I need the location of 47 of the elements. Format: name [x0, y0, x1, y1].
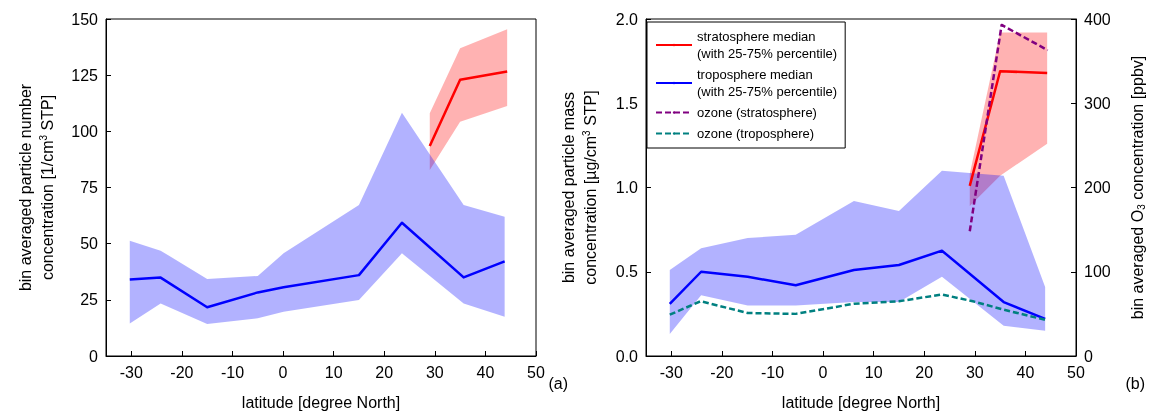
text: (a) [548, 374, 569, 392]
y-tick-label: 2.0 [615, 10, 639, 28]
y-tick-label: 75 [80, 179, 99, 196]
y2-tick-label: 300 [1084, 94, 1111, 112]
y2-tick-label: 100 [1084, 263, 1111, 281]
y-tick-label: 1.5 [615, 94, 639, 112]
text: (b) [1125, 374, 1146, 392]
legend-label: ozone (troposphere) [697, 126, 815, 141]
y-tick-label: 25 [80, 291, 99, 309]
x-tick-label: 20 [915, 363, 934, 381]
x-tick-label: 30 [425, 363, 444, 381]
legend-label: ozone (stratosphere) [697, 105, 817, 120]
x-tick-label: -30 [119, 363, 143, 381]
x-tick-label: 50 [1067, 363, 1085, 381]
x-tick-label: -10 [220, 363, 245, 381]
y-tick-label: 50 [80, 235, 99, 253]
x-tick-label: 40 [1016, 363, 1035, 381]
y-tick-label: 150 [71, 10, 99, 28]
y-tick-label: 0.0 [615, 347, 639, 365]
x-tick-label: 0 [818, 363, 828, 381]
y2-tick-label: 200 [1084, 179, 1111, 196]
line-series [668, 249, 1047, 321]
y-tick-label: 1.0 [615, 179, 639, 196]
x-tick-label: -30 [659, 363, 683, 381]
y-tick-label: 0 [89, 347, 99, 365]
x-tick-label: -20 [710, 363, 734, 381]
x-tick-label: 40 [476, 363, 495, 381]
y-tick-label: 0.5 [615, 263, 639, 281]
line-series [668, 293, 1047, 322]
y-tick-label: 100 [71, 122, 99, 140]
legend-label: stratosphere median (with 25-75% percentile) [697, 29, 838, 61]
x-tick-label: 10 [864, 363, 883, 381]
x-tick-label: 30 [965, 363, 984, 381]
x-axis-title: latitude [degree North] [781, 393, 941, 411]
x-tick-label: 20 [375, 363, 394, 381]
x-tick-label: -10 [760, 363, 785, 381]
y2-tick-label: 400 [1084, 10, 1111, 28]
y2-axis-title: bin averaged O3 concentration [ppbv] [1128, 55, 1147, 320]
x-tick-label: 10 [324, 363, 343, 381]
legend-label: troposphere median (with 25-75% percentile) [697, 67, 838, 99]
y2-tick-label: 0 [1084, 347, 1093, 365]
x-tick-label: 0 [278, 363, 288, 381]
x-tick-label: 50 [527, 363, 545, 381]
line-series [128, 221, 506, 309]
x-axis-title: latitude [degree North] [241, 393, 401, 411]
y-tick-label: 125 [71, 66, 99, 84]
x-tick-label: -20 [170, 363, 194, 381]
